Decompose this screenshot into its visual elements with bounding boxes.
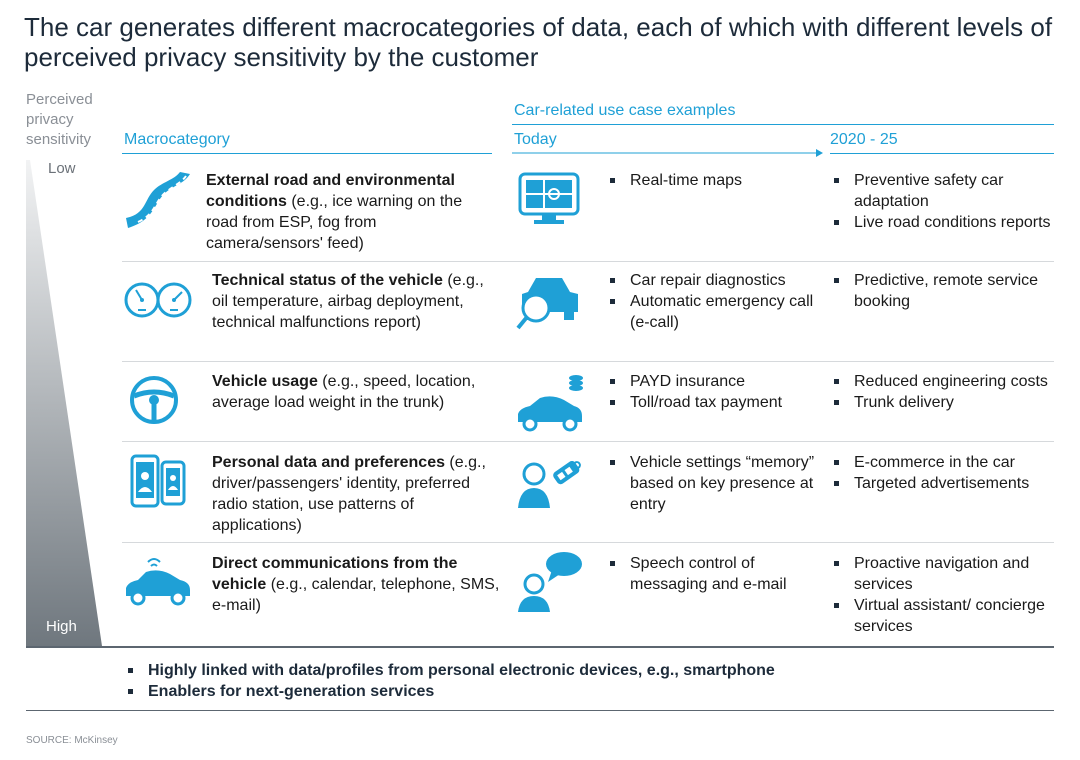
category-examples: (e.g., ice warning on the road from ESP,…: [206, 193, 463, 252]
car-diagnostics-icon: [516, 278, 578, 330]
person-key-icon: [518, 460, 581, 508]
steering-wheel-icon: [130, 376, 178, 424]
future-list: Reduced engineering costs Trunk delivery: [830, 371, 1060, 413]
macrocategory-header: Macrocategory: [124, 131, 230, 148]
timeline-arrow: [512, 149, 823, 157]
list-item: Predictive, remote service booking: [830, 270, 1060, 312]
list-item: Real-time maps: [606, 170, 816, 191]
list-item: Toll/road tax payment: [606, 392, 816, 413]
list-item: PAYD insurance: [606, 371, 816, 392]
note-item: Highly linked with data/profiles from pe…: [124, 660, 775, 681]
today-header: Today: [514, 131, 557, 148]
source-note: SOURCE: McKinsey: [26, 735, 118, 746]
list-item: Virtual assistant/ concierge services: [830, 595, 1060, 637]
navigation-screen-icon: [518, 172, 580, 224]
list-item: Live road conditions reports: [830, 212, 1060, 233]
connected-car-icon: [126, 558, 190, 606]
list-item: Vehicle settings “memory” based on key p…: [606, 452, 816, 515]
category-name: Technical status of the vehicle: [212, 272, 443, 289]
phones-icon: [130, 454, 186, 508]
list-item: Trunk delivery: [830, 392, 1060, 413]
today-list: Real-time maps: [606, 170, 816, 191]
list-item: Automatic emergency call (e-call): [606, 291, 816, 333]
page-title: The car generates different macrocategor…: [24, 12, 1053, 72]
category-name: Personal data and preferences: [212, 454, 445, 471]
future-list: E-commerce in the car Targeted advertise…: [830, 452, 1060, 494]
bottom-notes: Highly linked with data/profiles from pe…: [124, 660, 775, 702]
use-cases-header: Car-related use case examples: [514, 102, 736, 119]
road-icon: [126, 172, 190, 228]
today-list: Car repair diagnostics Automatic emergen…: [606, 270, 816, 333]
today-list: Speech control of messaging and e-mail: [606, 553, 816, 595]
category-examples: (e.g., calendar, telephone, SMS, e-mail): [212, 576, 500, 614]
category-name: Direct communications from the vehicle: [212, 555, 458, 593]
list-item: Reduced engineering costs: [830, 371, 1060, 392]
person-speech-icon: [518, 552, 582, 612]
axis-label: Perceived privacy sensitivity: [26, 91, 93, 148]
future-list: Preventive safety car adaptation Live ro…: [830, 170, 1060, 233]
category-examples: (e.g., speed, location, average load wei…: [212, 373, 476, 411]
high-label: High: [46, 618, 77, 635]
list-item: Speech control of messaging and e-mail: [606, 553, 816, 595]
car-coins-icon: [518, 375, 583, 432]
low-label: Low: [48, 160, 76, 177]
future-list: Proactive navigation and services Virtua…: [830, 553, 1060, 637]
list-item: Proactive navigation and services: [830, 553, 1060, 595]
future-list: Predictive, remote service booking: [830, 270, 1060, 312]
category-name: External road and environmental conditio…: [206, 172, 455, 210]
today-list: PAYD insurance Toll/road tax payment: [606, 371, 816, 413]
list-item: E-commerce in the car: [830, 452, 1060, 473]
list-item: Car repair diagnostics: [606, 270, 816, 291]
list-item: Preventive safety car adaptation: [830, 170, 1060, 212]
today-list: Vehicle settings “memory” based on key p…: [606, 452, 816, 515]
sensitivity-gradient: [26, 160, 102, 646]
category-examples: (e.g., oil temperature, airbag deploymen…: [212, 272, 484, 331]
note-item: Enablers for next-generation services: [124, 681, 775, 702]
future-header: 2020 - 25: [830, 131, 898, 148]
gauges-icon: [124, 282, 192, 318]
category-name: Vehicle usage: [212, 373, 318, 390]
category-examples: (e.g., driver/passengers' identity, pref…: [212, 454, 486, 534]
list-item: Targeted advertisements: [830, 473, 1060, 494]
